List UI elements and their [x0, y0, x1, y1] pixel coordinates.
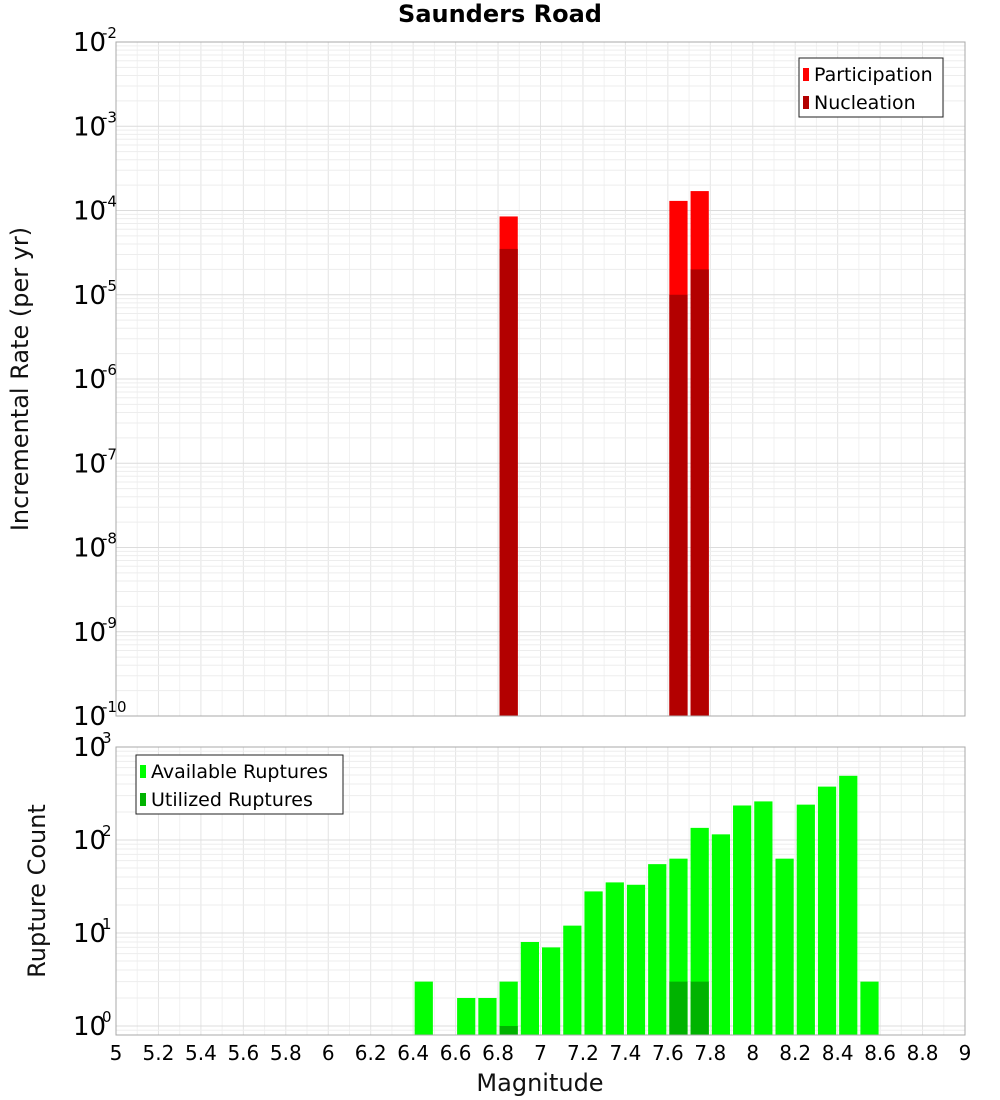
x-tick-label: 8.4: [822, 1041, 854, 1065]
bottom-legend: Available Ruptures Utilized Ruptures: [135, 754, 344, 815]
y-tick-label: 10: [73, 365, 106, 395]
y-tick-exponent: -4: [102, 193, 117, 211]
bottom-bar-primary: [563, 925, 582, 1035]
bottom-bar-primary: [478, 997, 497, 1035]
top-panel-bars: [499, 191, 709, 717]
x-tick-label: 7.8: [694, 1041, 726, 1065]
y-tick-label: 10: [73, 919, 106, 949]
bottom-y-axis-label: Rupture Count: [23, 804, 51, 978]
bottom-bar-secondary: [690, 981, 709, 1035]
legend-entry: Nucleation: [814, 92, 916, 114]
legend-entry: Available Ruptures: [151, 761, 328, 783]
top-panel-grid: [116, 41, 965, 717]
y-tick-exponent: 1: [102, 915, 112, 933]
x-tick-label: 7.6: [652, 1041, 684, 1065]
y-tick-exponent: 2: [102, 822, 112, 840]
bottom-bar-primary: [860, 981, 879, 1035]
legend-box: [798, 57, 944, 118]
x-tick-label: 8.2: [779, 1041, 811, 1065]
y-tick-label: 10: [73, 28, 106, 58]
x-tick-label: 6.8: [482, 1041, 514, 1065]
x-tick-label: 5: [110, 1041, 123, 1065]
legend-swatch: [140, 765, 146, 778]
y-tick-label: 10: [73, 112, 106, 142]
top-bar-secondary: [499, 248, 518, 716]
bottom-bar-primary: [414, 981, 433, 1035]
bottom-bar-primary: [817, 786, 837, 1035]
x-tick-label: 5.4: [185, 1041, 217, 1065]
y-tick-exponent: -6: [102, 361, 117, 379]
bottom-bar-primary: [711, 834, 731, 1035]
y-tick-label: 10: [73, 281, 106, 311]
y-tick-exponent: -10: [102, 698, 127, 716]
y-tick-exponent: -2: [102, 24, 117, 42]
bottom-bar-primary: [499, 981, 518, 1035]
y-tick-exponent: -7: [102, 445, 117, 463]
x-tick-label: 8: [746, 1041, 759, 1065]
y-tick-label: 10: [73, 1012, 106, 1042]
y-tick-exponent: -5: [102, 277, 117, 295]
x-tick-label: 7.4: [609, 1041, 641, 1065]
x-tick-label: 9: [959, 1041, 972, 1065]
bottom-panel-frame: [115, 746, 966, 1036]
x-tick-label: 8.8: [907, 1041, 939, 1065]
y-tick-label: 10: [73, 449, 106, 479]
top-bar-secondary: [690, 269, 709, 716]
top-bar-secondary: [669, 294, 688, 716]
bottom-bar-primary: [733, 805, 752, 1035]
x-tick-label: 7: [534, 1041, 547, 1065]
bottom-bar-primary: [584, 891, 603, 1035]
y-tick-label: 10: [73, 733, 106, 763]
chart-title: Saunders Road: [398, 0, 602, 28]
bottom-bar-primary: [457, 997, 476, 1035]
x-tick-label: 7.2: [567, 1041, 599, 1065]
legend-swatch: [140, 793, 146, 806]
legend-box: [135, 754, 344, 815]
bottom-bar-primary: [542, 947, 561, 1035]
y-tick-label: 10: [73, 534, 106, 564]
bottom-bar-primary: [520, 942, 539, 1035]
top-legend: Participation Nucleation: [798, 57, 944, 118]
y-tick-label: 10: [73, 197, 106, 227]
bottom-bar-primary: [775, 858, 794, 1035]
y-tick-label: 10: [73, 702, 106, 732]
y-tick-exponent: -8: [102, 530, 117, 548]
x-tick-label: 5.2: [143, 1041, 175, 1065]
legend-entry: Participation: [814, 64, 933, 86]
bottom-bar-primary: [796, 804, 815, 1035]
bottom-bar-primary: [754, 801, 773, 1035]
x-tick-label: 5.6: [227, 1041, 259, 1065]
y-tick-label: 10: [73, 618, 106, 648]
x-tick-label: 6.6: [440, 1041, 472, 1065]
y-tick-exponent: 3: [102, 729, 112, 747]
x-tick-label: 6: [322, 1041, 335, 1065]
y-tick-exponent: 0: [102, 1008, 112, 1026]
x-tick-label: 6.2: [355, 1041, 387, 1065]
y-tick-exponent: -9: [102, 614, 117, 632]
y-tick-label: 10: [73, 826, 106, 856]
bottom-panel-bars: [414, 775, 879, 1035]
x-axis-label: Magnitude: [476, 1069, 603, 1097]
bottom-bar-primary: [626, 884, 646, 1035]
x-tick-labels: 5 5.2 5.4 5.6 5.8 6 6.2 6.4 6.6 6.8 7 7.2 7.4 7.6 7.8 8…: [110, 1041, 972, 1065]
x-tick-label: 5.8: [270, 1041, 302, 1065]
bottom-bar-primary: [839, 775, 858, 1035]
bottom-bar-primary: [648, 864, 667, 1035]
bottom-bar-secondary: [669, 981, 688, 1035]
bottom-bar-primary: [605, 882, 624, 1035]
legend-swatch: [803, 96, 809, 109]
bottom-bar-secondary: [499, 1025, 518, 1035]
legend-entry: Utilized Ruptures: [151, 789, 313, 811]
y-tick-exponent: -3: [102, 108, 117, 126]
legend-swatch: [803, 68, 809, 81]
top-panel-frame: [115, 41, 966, 717]
x-tick-label: 8.6: [864, 1041, 896, 1065]
x-tick-label: 6.4: [397, 1041, 429, 1065]
top-y-axis-label: Incremental Rate (per yr): [6, 227, 34, 531]
